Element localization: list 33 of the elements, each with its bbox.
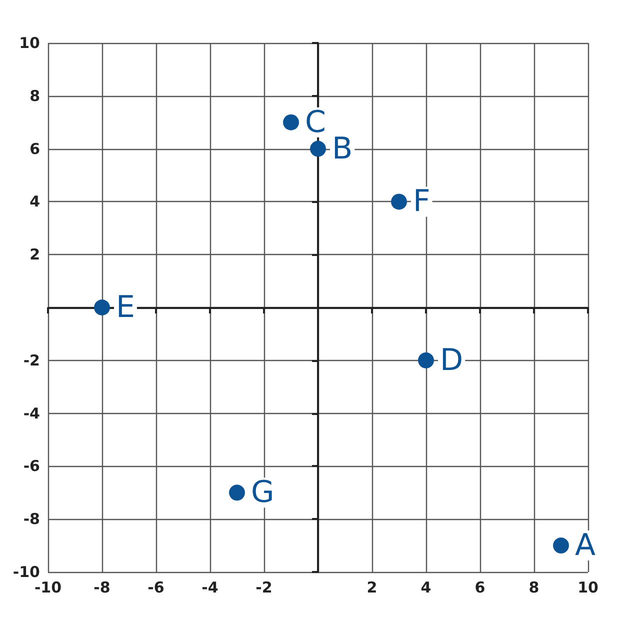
x-tick-label: 8 — [528, 578, 540, 596]
x-tick-label: 10 — [578, 578, 598, 596]
point — [94, 300, 110, 316]
y-tick-label: -10 — [12, 563, 40, 581]
x-tick-label: 4 — [420, 578, 432, 596]
point — [310, 140, 326, 157]
y-tick-label: -4 — [23, 404, 40, 422]
annotation: A — [575, 528, 596, 564]
annotation: G — [251, 475, 274, 510]
annotation: D — [440, 342, 464, 378]
x-tick-label: 6 — [474, 578, 486, 596]
x-tick-label: -6 — [148, 578, 164, 596]
annotation: E — [116, 290, 135, 325]
y-tick-label: 10 — [19, 34, 40, 52]
x-tick-label: -2 — [256, 578, 272, 596]
annotation: B — [332, 131, 353, 166]
annotation: C — [305, 104, 326, 140]
annotation: F — [413, 184, 430, 220]
y-tick-label: 2 — [30, 246, 40, 264]
x-tick-label: 2 — [366, 578, 378, 596]
point — [418, 352, 434, 368]
y-tick-label: 6 — [30, 140, 40, 158]
point — [283, 114, 299, 130]
x-tick-label: -8 — [94, 578, 110, 596]
y-tick-label: -2 — [23, 351, 40, 370]
y-tick-label: -6 — [23, 457, 40, 476]
point — [553, 538, 569, 554]
y-tick-label: -8 — [23, 510, 40, 528]
point — [229, 484, 245, 501]
y-tick-label: 4 — [30, 192, 40, 211]
y-tick-label: 8 — [30, 86, 40, 105]
x-tick-label: -4 — [202, 578, 218, 596]
point — [391, 194, 407, 210]
